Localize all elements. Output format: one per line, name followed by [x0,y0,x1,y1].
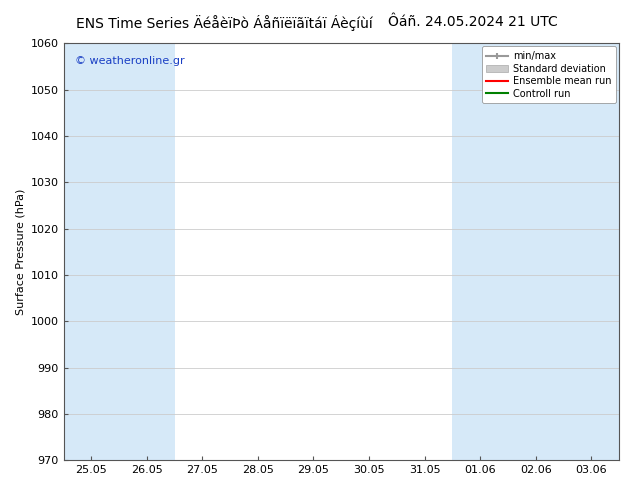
Bar [119,44,174,460]
Text: © weatheronline.gr: © weatheronline.gr [75,56,184,66]
Bar [508,44,564,460]
Legend: min/max, Standard deviation, Ensemble mean run, Controll run: min/max, Standard deviation, Ensemble me… [482,47,616,103]
Bar [453,44,508,460]
Text: Ôáñ. 24.05.2024 21 UTC: Ôáñ. 24.05.2024 21 UTC [388,15,558,29]
Y-axis label: Surface Pressure (hPa): Surface Pressure (hPa) [15,189,25,315]
Text: ENS Time Series ÄéåèïÞò Áåñïëïãïtáï Áèçíùí: ENS Time Series ÄéåèïÞò Áåñïëïãïtáï Áèçí… [76,15,373,31]
Bar [63,44,119,460]
Bar [564,44,619,460]
